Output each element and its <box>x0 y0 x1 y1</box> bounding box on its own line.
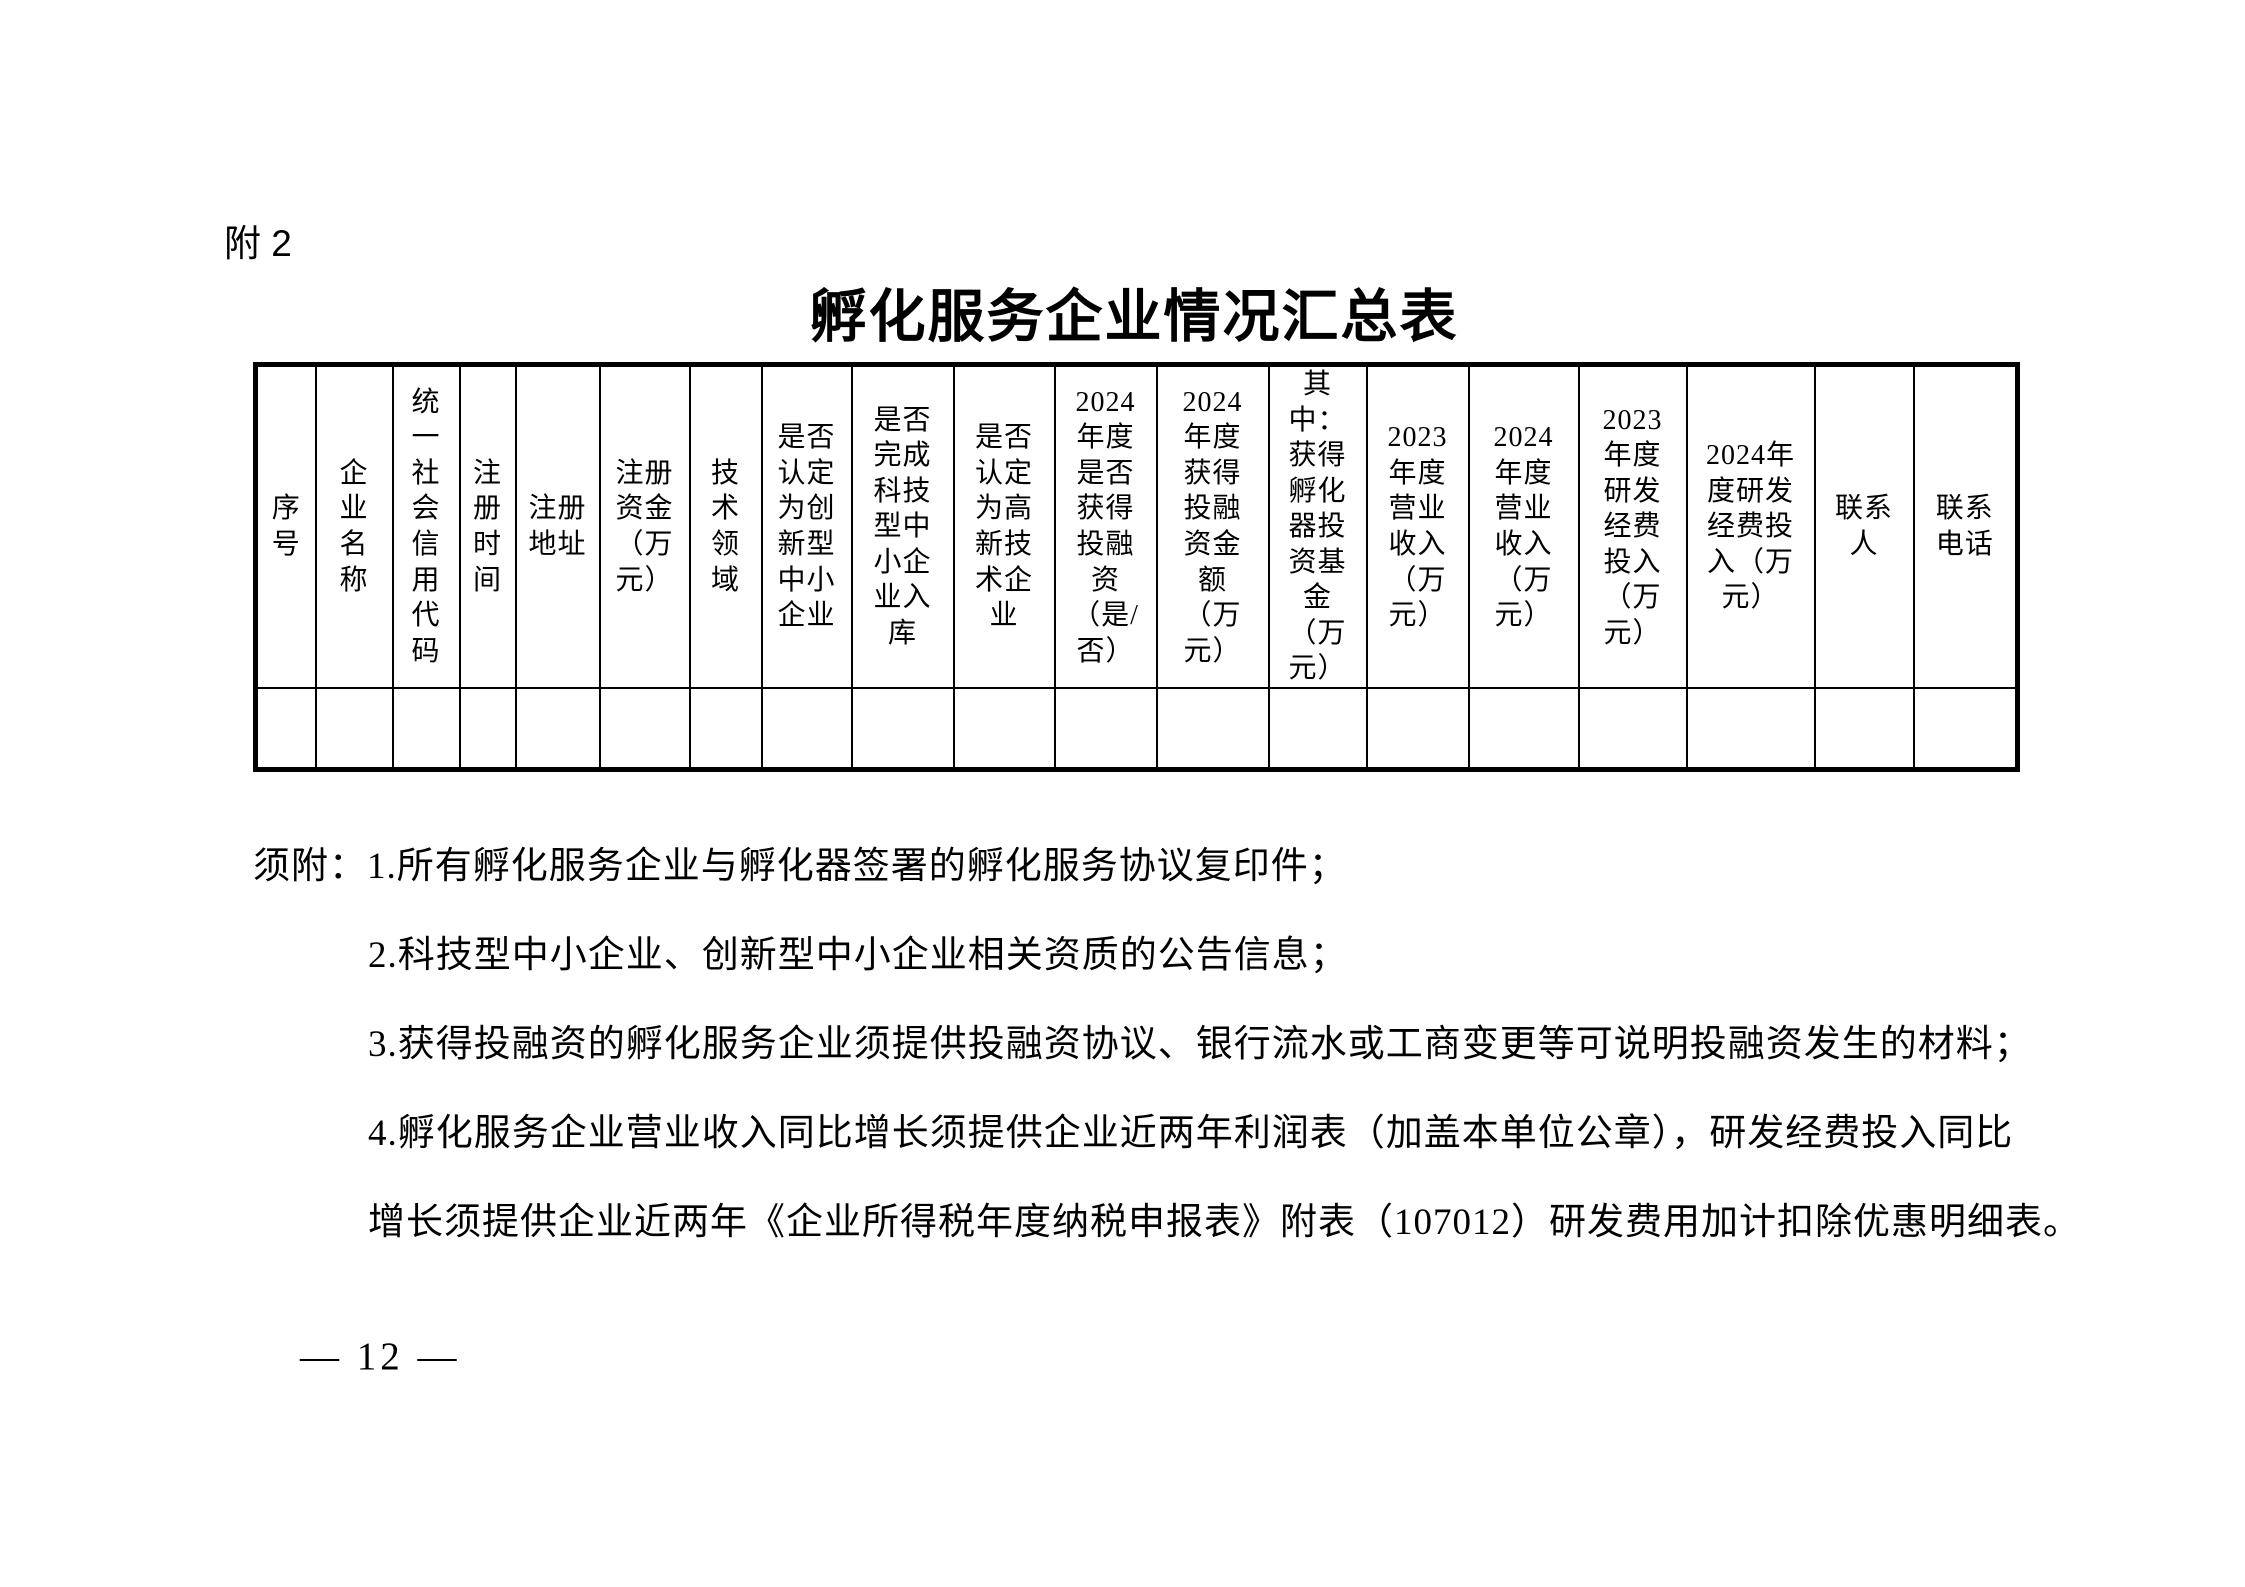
col-header-registration-address: 注册地址 <box>514 363 601 689</box>
col-header-high-tech-enterprise: 是否认定为高新技术企业 <box>952 363 1056 689</box>
col-header-registered-capital: 注册资金（万元） <box>598 363 691 689</box>
col-header-contact-phone: 联系电话 <box>1912 363 2019 689</box>
empty-cell <box>1685 686 1816 771</box>
col-header-technical-field: 技术领域 <box>688 363 763 689</box>
note-item-1: 1.所有孵化服务企业与孵化器签署的孵化服务协议复印件； <box>367 846 1347 887</box>
empty-cell <box>514 686 601 771</box>
attachment-label: 附 2 <box>224 223 292 264</box>
note-line: 须附：1.所有孵化服务企业与孵化器签署的孵化服务协议复印件； <box>253 822 2053 911</box>
notes-section: 须附：1.所有孵化服务企业与孵化器签署的孵化服务协议复印件； 2.科技型中小企业… <box>253 822 2081 1267</box>
col-header-2024-financing-amount: 2024年度获得投融资金额（万元） <box>1155 363 1270 689</box>
empty-cell <box>1577 686 1688 771</box>
empty-cell <box>760 686 853 771</box>
table-header-row: 序号 企业名称 统一社会信用代码 注册时间 注册地址 注册资金（万元） 技术领域… <box>254 363 2019 689</box>
empty-cell <box>598 686 691 771</box>
col-header-2023-rd-investment: 2023年度研发经费投入（万元） <box>1577 363 1688 689</box>
empty-cell <box>1813 686 1915 771</box>
page-number: — 12 — <box>300 1335 461 1378</box>
empty-cell <box>1365 686 1470 771</box>
empty-data-row <box>254 686 2019 771</box>
col-header-innovative-sme: 是否认定为创新型中小企业 <box>760 363 853 689</box>
empty-cell <box>1155 686 1270 771</box>
empty-cell <box>1053 686 1158 771</box>
col-header-2024-financing-yesno: 2024年度是否获得投融资（是/否） <box>1053 363 1158 689</box>
empty-cell <box>1267 686 1368 771</box>
col-header-credit-code: 统一社会信用代码 <box>391 363 461 689</box>
empty-cell <box>458 686 517 771</box>
note-item-3: 3.获得投融资的孵化服务企业须提供投融资协议、银行流水或工商变更等可说明投融资发… <box>368 1024 2032 1065</box>
col-header-2024-rd-investment: 2024年度研发经费投入（万元） <box>1685 363 1816 689</box>
col-header-registration-time: 注册时间 <box>458 363 517 689</box>
empty-cell <box>850 686 955 771</box>
col-header-contact-person: 联系人 <box>1813 363 1915 689</box>
empty-cell <box>254 686 317 771</box>
col-header-serial-number: 序号 <box>254 363 317 689</box>
empty-cell <box>391 686 461 771</box>
empty-cell <box>952 686 1056 771</box>
col-header-enterprise-name: 企业名称 <box>314 363 394 689</box>
col-header-incubator-fund: 其中：获得孵化器投资基金（万元） <box>1267 363 1368 689</box>
summary-table: 序号 企业名称 统一社会信用代码 注册时间 注册地址 注册资金（万元） 技术领域… <box>253 362 2020 773</box>
empty-cell <box>1467 686 1580 771</box>
empty-cell <box>1912 686 2019 771</box>
empty-cell <box>688 686 763 771</box>
empty-cell <box>314 686 394 771</box>
col-header-2024-revenue: 2024年度营业收入（万元） <box>1467 363 1580 689</box>
note-item-4-continuation: 增长须提供企业近两年《企业所得税年度纳税申报表》附表（107012）研发费用加计… <box>368 1202 2081 1243</box>
note-item-2: 2.科技型中小企业、创新型中小企业相关资质的公告信息； <box>368 935 1348 976</box>
note-item-4: 4.孵化服务企业营业收入同比增长须提供企业近两年利润表（加盖本单位公章），研发经… <box>368 1113 2014 1154</box>
col-header-tech-sme-registered: 是否完成科技型中小企业入库 <box>850 363 955 689</box>
page-title: 孵化服务企业情况汇总表 <box>809 285 1459 349</box>
notes-prefix: 须附： <box>253 846 367 887</box>
col-header-2023-revenue: 2023年度营业收入（万元） <box>1365 363 1470 689</box>
